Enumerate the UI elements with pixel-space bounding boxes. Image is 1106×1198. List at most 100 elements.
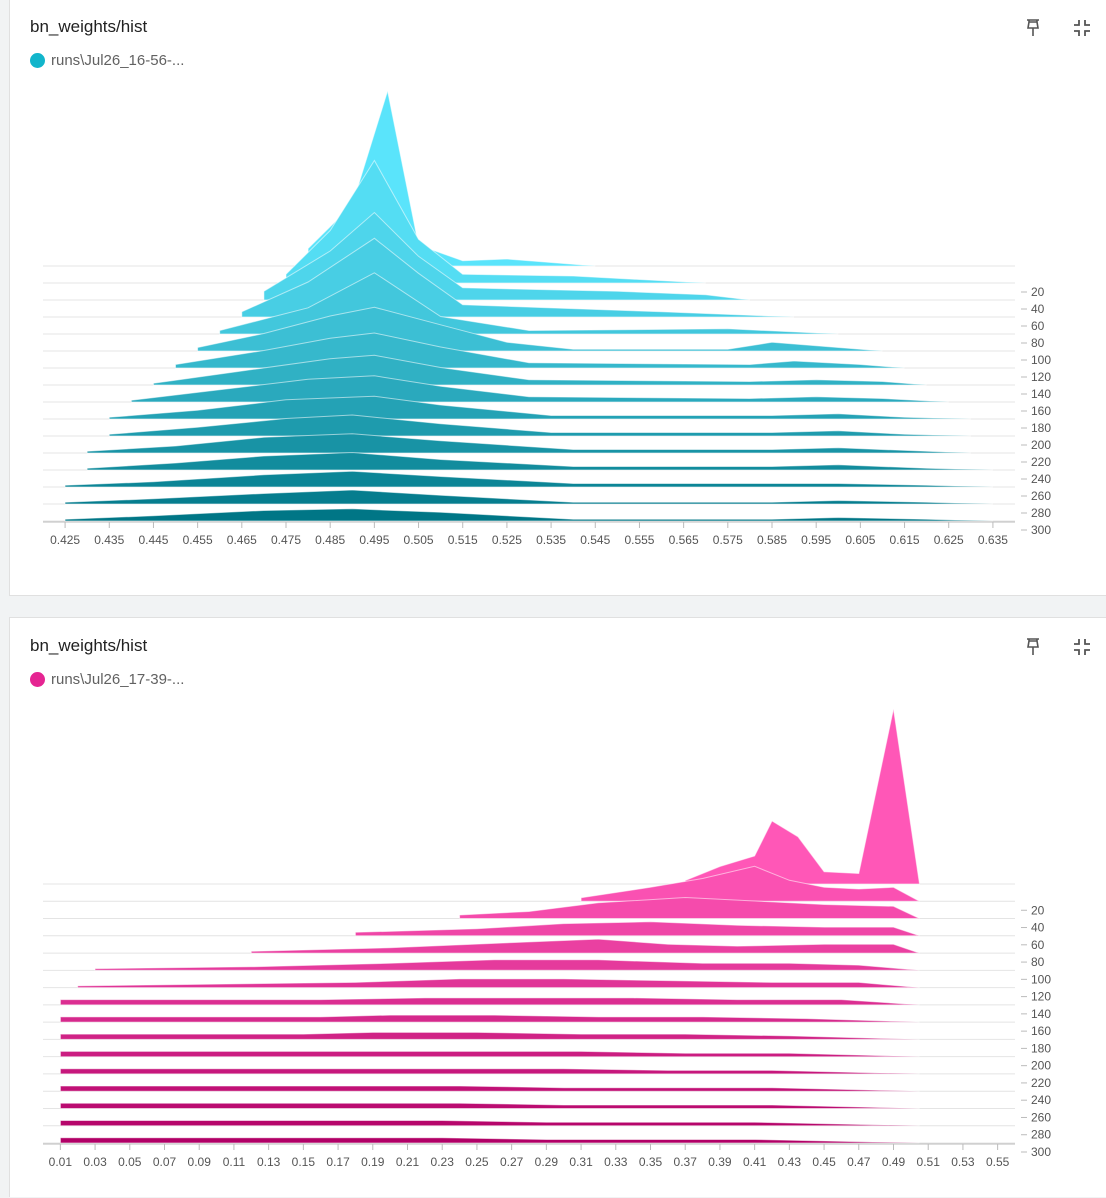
step-tick-label: 140 [1031,387,1051,401]
histogram-slice-step-300 [59,1137,920,1144]
x-tick-label: 0.445 [138,533,168,547]
x-tick-label: 0.07 [153,1155,177,1169]
x-axis: 0.01 0.03 0.05 0.07 0.09 0.11 0.13 0.15 0.17 0.19… [43,1143,1015,1169]
x-tick-label: 0.33 [604,1155,628,1169]
step-tick-label: 280 [1031,1128,1051,1142]
step-axis: 20 40 60 80 100 120 140 160 180 200 220 240 260 280 30… [1021,285,1051,537]
collapse-icon [1074,20,1090,36]
histogram-slice-step-280 [64,489,993,505]
histogram-slice-step-240 [86,451,993,471]
histogram-slice-step-100 [94,959,920,971]
x-tick-label: 0.47 [847,1155,871,1169]
histogram-slices [64,90,993,522]
step-tick-label: 60 [1031,319,1045,333]
collapse-button[interactable] [1070,16,1094,40]
step-tick-label: 300 [1031,1145,1051,1159]
x-tick-label: 0.455 [183,533,213,547]
step-tick-label: 100 [1031,353,1051,367]
step-tick-label: 200 [1031,438,1051,452]
run-color-dot [30,672,45,687]
x-tick-label: 0.485 [315,533,345,547]
step-tick-label: 80 [1031,955,1045,969]
step-tick-label: 60 [1031,938,1045,952]
step-tick-label: 240 [1031,1093,1051,1107]
x-tick-label: 0.35 [639,1155,663,1169]
x-tick-label: 0.575 [713,533,743,547]
pin-button[interactable] [1021,16,1045,40]
step-tick-label: 240 [1031,472,1051,486]
x-tick-label: 0.05 [118,1155,142,1169]
pin-button[interactable] [1021,635,1045,659]
x-tick-label: 0.21 [396,1155,420,1169]
x-tick-label: 0.535 [536,533,566,547]
x-tick-label: 0.41 [743,1155,767,1169]
pin-icon [1027,19,1039,36]
step-tick-label: 140 [1031,1007,1051,1021]
step-tick-label: 40 [1031,921,1045,935]
x-tick-label: 0.45 [812,1155,836,1169]
x-tick-label: 0.29 [535,1155,559,1169]
x-tick-label: 0.11 [223,1155,246,1169]
x-tick-label: 0.475 [271,533,301,547]
histogram-chart: 0.01 0.03 0.05 0.07 0.09 0.11 0.13 0.15 0.17 0.19… [43,708,1051,1169]
x-tick-label: 0.17 [326,1155,350,1169]
histogram-slice-step-200 [108,414,971,437]
histogram-slice-step-160 [59,1014,920,1023]
step-tick-label: 120 [1031,370,1051,384]
histogram-slice-step-140 [59,997,920,1006]
run-label: runs\Jul26_17-39-... [51,671,185,688]
x-tick-label: 0.595 [801,533,831,547]
step-tick-label: 220 [1031,455,1051,469]
x-tick-label: 0.39 [708,1155,732,1169]
x-tick-label: 0.53 [951,1155,975,1169]
step-axis: 20 40 60 80 100 120 140 160 180 200 220 240 260 280 30… [1021,903,1051,1159]
x-tick-label: 0.37 [674,1155,698,1169]
histogram-slice-step-200 [59,1050,920,1058]
histogram-slice-step-120 [77,978,920,989]
step-tick-label: 160 [1031,1024,1051,1038]
x-tick-label: 0.31 [569,1155,593,1169]
step-tick-label: 20 [1031,903,1045,917]
step-tick-label: 180 [1031,1041,1051,1055]
x-tick-label: 0.25 [465,1155,489,1169]
x-tick-label: 0.505 [404,533,434,547]
step-tick-label: 80 [1031,336,1045,350]
x-tick-label: 0.435 [94,533,124,547]
x-tick-label: 0.03 [83,1155,107,1169]
histogram-slice-step-40 [459,896,920,919]
run-legend: runs\Jul26_17-39-... [30,671,184,688]
step-tick-label: 200 [1031,1059,1051,1073]
step-tick-label: 160 [1031,404,1051,418]
x-tick-label: 0.615 [890,533,920,547]
collapse-icon [1074,639,1090,655]
x-tick-label: 0.585 [757,533,787,547]
x-tick-label: 0.525 [492,533,522,547]
x-tick-label: 0.515 [448,533,478,547]
histogram-slice-step-260 [59,1102,920,1109]
step-tick-label: 40 [1031,302,1045,316]
histogram-slices [59,708,921,1144]
histogram-slice-step-260 [64,470,993,488]
x-tick-label: 0.43 [778,1155,802,1169]
x-tick-label: 0.01 [49,1155,73,1169]
x-tick-label: 0.23 [431,1155,455,1169]
pin-icon [1027,638,1039,655]
histogram-slice-step-160 [130,375,949,403]
histogram-slice-step-300 [64,508,993,522]
x-tick-label: 0.625 [934,533,964,547]
card-title: bn_weights/hist [30,17,148,36]
step-tick-label: 260 [1031,1110,1051,1124]
histogram-slice-step-240 [59,1085,920,1092]
x-tick-label: 0.565 [669,533,699,547]
histogram-card-2: bn_weights/hist runs\Jul26_17-39-... 0.0… [9,617,1106,1197]
x-tick-label: 0.15 [292,1155,316,1169]
x-tick-label: 0.49 [882,1155,906,1169]
collapse-button[interactable] [1070,635,1094,659]
run-label: runs\Jul26_16-56-... [51,52,185,69]
x-tick-label: 0.51 [917,1155,941,1169]
histogram-slice-step-220 [86,433,971,454]
histogram-slice-step-0 [684,708,921,885]
x-tick-label: 0.09 [188,1155,212,1169]
step-tick-label: 20 [1031,285,1045,299]
run-color-dot [30,53,45,68]
